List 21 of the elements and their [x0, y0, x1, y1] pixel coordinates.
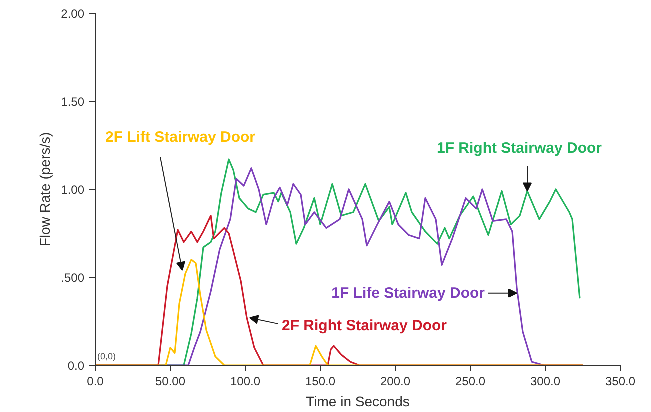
- line-series: [96, 259, 584, 366]
- x-tick-label: 350.0: [605, 374, 636, 388]
- x-tick-label: 200.0: [380, 374, 411, 388]
- x-tick-label: 250.0: [455, 374, 486, 388]
- y-tick-label: 2.00: [61, 7, 85, 21]
- x-tick-label: 100.0: [230, 374, 261, 388]
- y-tick-label: 1.00: [61, 183, 85, 197]
- x-tick-label: 300.0: [530, 374, 561, 388]
- x-tick-label: 0.0: [87, 374, 104, 388]
- annotation: 1F Right Stairway Door: [436, 140, 602, 158]
- y-tick-label: .500: [61, 271, 85, 285]
- y-tick-label: 0.0: [68, 359, 85, 373]
- x-tick-label: 50.00: [155, 374, 186, 388]
- annotation: (0,0): [98, 352, 116, 362]
- y-tick-label: 1.50: [61, 95, 85, 109]
- annotation: 2F Lift Stairway Door: [105, 129, 256, 146]
- annotation: 1F Life Stairway Door: [332, 284, 486, 302]
- annotation: 2F Right Stairway Door: [282, 317, 448, 334]
- x-axis-title: Time in Seconds: [306, 394, 410, 410]
- y-axis-title: Flow Rate (pers/s): [37, 132, 54, 247]
- x-tick-label: 150.0: [305, 374, 336, 388]
